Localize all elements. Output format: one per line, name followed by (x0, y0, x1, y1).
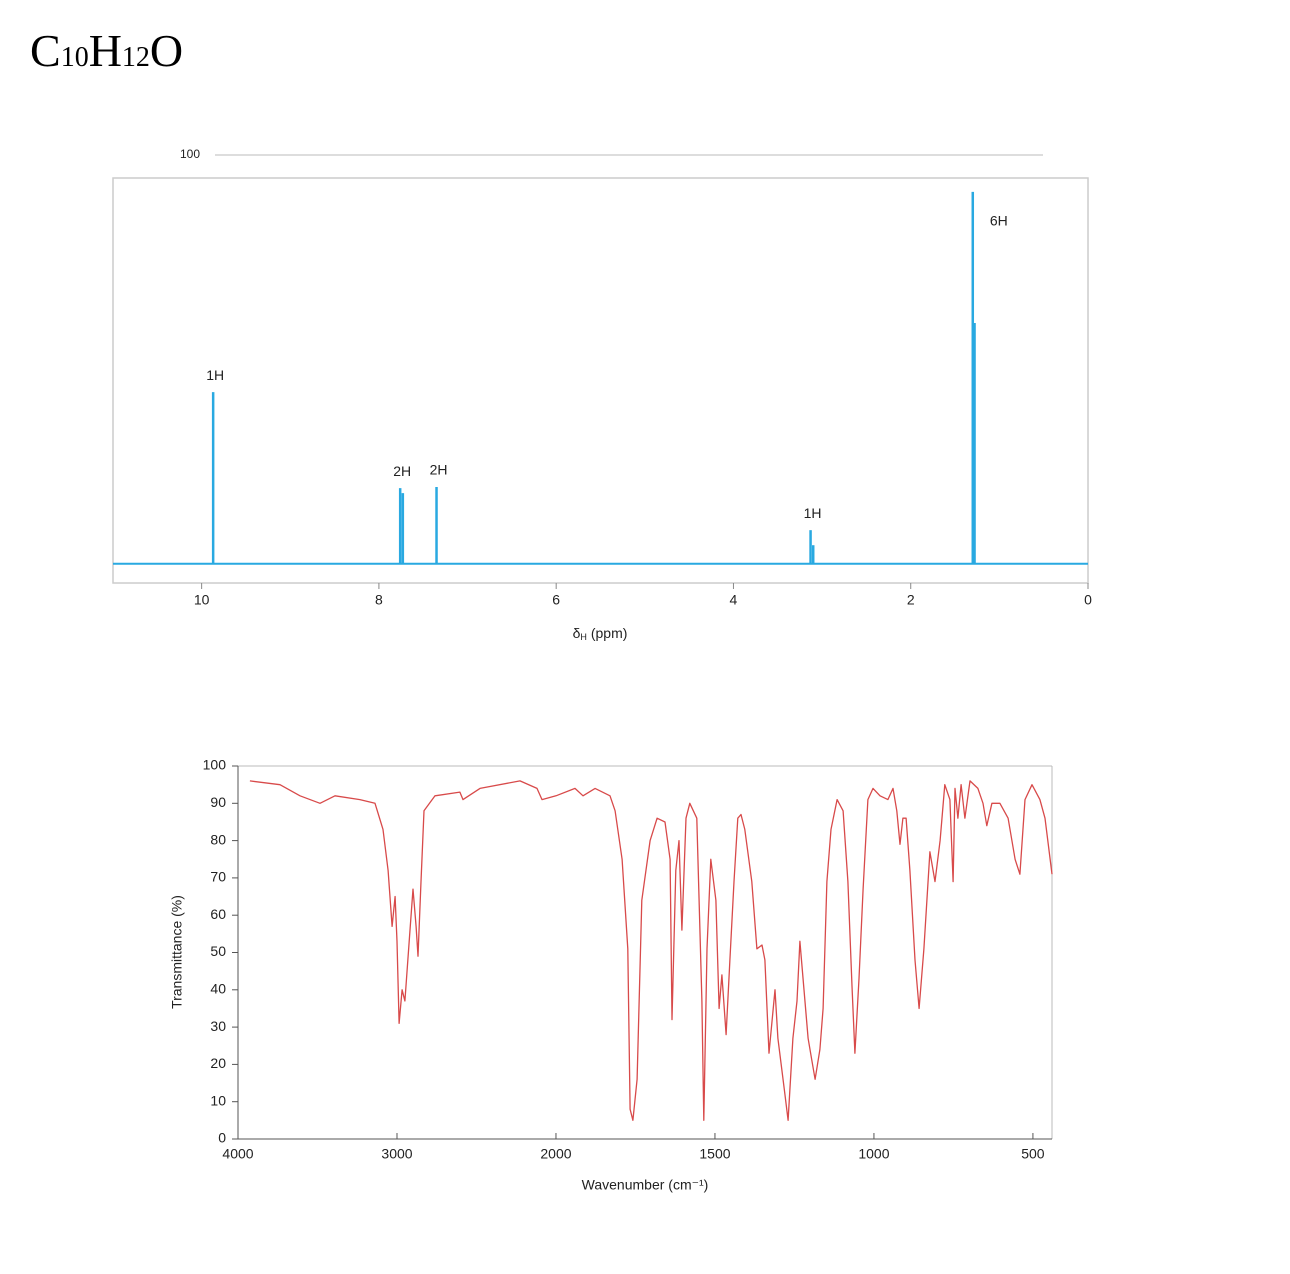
x-tick-label: 2000 (540, 1146, 571, 1162)
x-axis-label-part: (ppm) (591, 625, 628, 641)
x-tick-label: 2 (907, 592, 915, 608)
x-tick-label: 500 (1021, 1146, 1045, 1162)
x-tick-label: 0 (1084, 592, 1092, 608)
x-tick-label: 3000 (381, 1146, 412, 1162)
peak-label: 1H (804, 505, 822, 521)
x-tick-label: 10 (194, 592, 210, 608)
y-tick-label: 0 (218, 1130, 226, 1146)
formula-element: H (89, 25, 122, 76)
formula: C10H12O (30, 25, 183, 76)
ir-chart: Wavenumber (cm⁻¹) Transmittance (%) 0 10 2… (169, 757, 1053, 1193)
formula-count: 12 (122, 42, 150, 73)
formula-count: 10 (61, 42, 89, 73)
x-tick-label: 1500 (699, 1146, 730, 1162)
y-tick-label: 20 (210, 1055, 226, 1071)
y-tick-label: 50 (210, 943, 226, 959)
x-axis-label-part: δ (573, 625, 581, 641)
peak-label: 6H (990, 213, 1008, 229)
y-tick-label: 40 (210, 981, 226, 997)
y-tick-label: 10 (210, 1092, 226, 1108)
x-axis-label: Wavenumber (cm⁻¹) (582, 1177, 709, 1193)
y-tick-label: 100 (203, 757, 227, 773)
cropped-label: 100 (180, 147, 200, 161)
x-axis-label-part: H (580, 632, 587, 642)
x-tick-label: 4 (730, 592, 738, 608)
plot-frame (112, 177, 1089, 584)
x-tick-label: 6 (552, 592, 560, 608)
formula-element: C (30, 25, 61, 76)
y-tick-label: 60 (210, 906, 226, 922)
peak-label: 2H (393, 463, 411, 479)
spectrum-line (249, 780, 1053, 1121)
y-axis-label: Transmittance (%) (169, 895, 185, 1009)
formula-element: O (150, 25, 183, 76)
peak-label: 2H (430, 462, 448, 478)
y-tick-label: 70 (210, 869, 226, 885)
x-tick-label: 4000 (222, 1146, 253, 1162)
x-tick-label: 8 (375, 592, 383, 608)
nmr-chart: 100 δH (ppm) 10 8 6 4 2 0 1H 2H 2H 1H 6H (112, 147, 1092, 643)
y-tick-label: 30 (210, 1018, 226, 1034)
x-tick-label: 1000 (858, 1146, 889, 1162)
x-axis-label: δH (ppm) (573, 625, 628, 643)
y-tick-label: 90 (210, 794, 226, 810)
peak-label: 1H (206, 367, 224, 383)
y-tick-label: 80 (210, 831, 226, 847)
